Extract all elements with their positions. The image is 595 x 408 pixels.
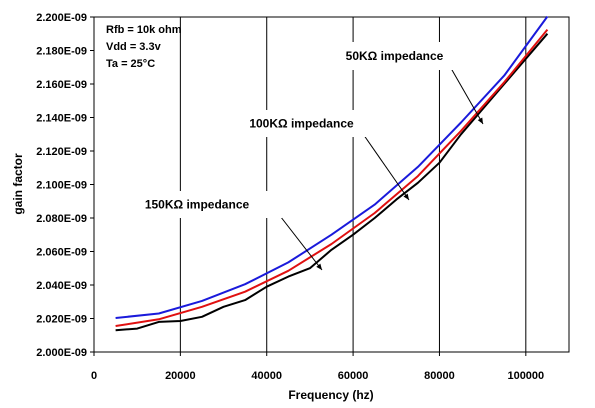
series-line-2	[115, 28, 549, 327]
annotation-leaders	[276, 62, 484, 271]
y-tick-label: 2.160E-09	[36, 79, 87, 91]
y-tick-label: 2.020E-09	[36, 314, 87, 326]
axis-ticks: 0 20000 40000 60000 80000 100000 2.000E-09 2.02…	[36, 12, 544, 382]
series-label-3: 150KΩ impedance	[145, 198, 250, 212]
series-line-3	[115, 33, 549, 332]
x-tick-label: 0	[91, 370, 97, 382]
annotation-box-1	[329, 42, 460, 70]
annotation-box-3	[112, 191, 282, 218]
x-tick-label: 20000	[165, 370, 196, 382]
y-tick-label: 2.080E-09	[36, 213, 87, 225]
x-tick-label: 80000	[424, 370, 455, 382]
x-tick-label: 60000	[338, 370, 369, 382]
annotation-box-2	[220, 110, 383, 137]
annotation-leader-2	[360, 130, 410, 201]
series-label-2: 100KΩ impedance	[249, 117, 354, 131]
y-tick-label: 2.140E-09	[36, 113, 87, 125]
y-axis-title: gain factor	[11, 153, 25, 215]
annotation-leader-3	[276, 211, 323, 271]
x-tick-label: 100000	[507, 370, 544, 382]
annotation-labels: 50KΩ impedance 100KΩ impedance 150KΩ imped…	[112, 42, 460, 218]
grid-lines	[179, 17, 527, 352]
annotation-arrowhead-3	[316, 263, 322, 270]
annotation-arrowhead-2	[403, 193, 409, 200]
y-tick-label: 2.200E-09	[36, 12, 87, 24]
x-tick-label: 40000	[251, 370, 282, 382]
annotation-leader-1	[447, 62, 484, 125]
condition-rfb: Rfb = 10k ohm	[106, 24, 182, 36]
y-tick-label: 2.060E-09	[36, 247, 87, 259]
series-label-1: 50KΩ impedance	[346, 49, 444, 63]
y-tick-label: 2.040E-09	[36, 280, 87, 292]
x-axis-title: Frequency (hz)	[288, 388, 373, 402]
y-tick-label: 2.120E-09	[36, 146, 87, 158]
annotation-arrowhead-1	[477, 117, 483, 124]
series-line-1	[115, 15, 549, 319]
y-tick-label: 2.000E-09	[36, 347, 87, 359]
condition-vdd: Vdd = 3.3v	[106, 41, 162, 53]
conditions-block: Rfb = 10k ohm Vdd = 3.3v Ta = 25°C	[106, 24, 182, 70]
y-tick-label: 2.180E-09	[36, 46, 87, 58]
condition-ta: Ta = 25°C	[106, 58, 155, 70]
series-lines	[115, 15, 549, 332]
y-tick-label: 2.100E-09	[36, 180, 87, 192]
